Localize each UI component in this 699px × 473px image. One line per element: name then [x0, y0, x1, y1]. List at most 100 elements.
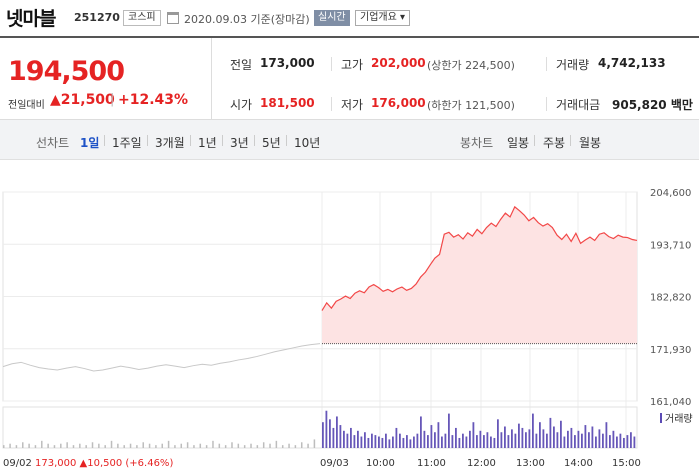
volume-bar	[378, 436, 380, 448]
volume-bar	[339, 425, 342, 448]
y-tick-label: 193,710	[650, 240, 691, 251]
volume-bar	[430, 425, 433, 448]
price-chart[interactable]: 204,600 193,710 182,820 171,930 161,040 09/0…	[0, 180, 699, 473]
volume-border	[2, 406, 638, 449]
volume-bar	[423, 430, 426, 448]
tab-1y[interactable]: 1년	[198, 136, 217, 150]
volume-bar	[448, 413, 450, 448]
divider	[546, 97, 547, 111]
volume-bar	[329, 419, 331, 448]
volume-bar	[136, 445, 138, 448]
volume-bar	[507, 435, 510, 448]
volume-bar	[307, 443, 309, 448]
volume-bar	[609, 435, 611, 448]
volume-bar	[294, 445, 297, 448]
tab-3y[interactable]: 3년	[230, 136, 249, 150]
volume-bar	[493, 437, 496, 448]
low-value: 176,000	[371, 96, 426, 110]
tab-5y[interactable]: 5년	[262, 136, 281, 150]
volume-bar	[402, 437, 405, 448]
today-series	[321, 205, 638, 345]
volume-bar	[574, 435, 576, 448]
today-line	[321, 205, 638, 311]
volume-bar	[98, 443, 100, 448]
volume-bar	[167, 440, 170, 448]
volume-bar	[525, 432, 527, 448]
volume-bar	[626, 435, 629, 448]
volume-bar	[186, 442, 189, 448]
volume-bar	[199, 443, 202, 448]
volume-bar	[281, 445, 284, 448]
volume-bar	[437, 422, 440, 448]
volume-bar	[161, 443, 163, 448]
volume-bar	[224, 445, 227, 448]
x-tick-label: 10:00	[366, 458, 395, 469]
volume-bar	[142, 442, 144, 448]
tab-10y[interactable]: 10년	[294, 136, 321, 150]
volume-bar	[528, 429, 531, 448]
volume-bar	[3, 445, 5, 448]
tab-1d[interactable]: 1일	[80, 136, 100, 150]
previous-day-series	[2, 343, 321, 372]
volume-bar	[193, 445, 195, 448]
volume-legend-swatch	[660, 413, 662, 423]
volume-bar	[357, 430, 359, 448]
volume-bar	[237, 443, 240, 448]
change-percent: +12.43%	[118, 92, 189, 108]
candle-chart-label: 봉차트	[460, 136, 494, 150]
tab-1w[interactable]: 1주일	[112, 136, 142, 150]
volume-bar	[269, 443, 271, 448]
divider	[190, 135, 191, 146]
volume-bar	[300, 442, 303, 448]
volume-bar	[472, 422, 475, 448]
realtime-button[interactable]: 실시간	[314, 10, 350, 26]
volume-bar	[511, 429, 513, 448]
tab-3m[interactable]: 3개월	[155, 136, 185, 150]
volume-bar	[392, 436, 394, 448]
volume-bar	[413, 436, 415, 448]
tab-monthly[interactable]: 월봉	[579, 136, 602, 150]
volume-bar	[591, 426, 594, 448]
volume-bar	[483, 435, 485, 448]
volume-bar	[623, 437, 625, 448]
volume-bar	[381, 437, 384, 448]
volume-bar	[129, 443, 132, 448]
volume-bar	[479, 430, 482, 448]
price-summary: 194,500 전일대비 ▲21,500 | +12.43% 전일 173,00…	[0, 36, 699, 120]
volume-bar	[385, 433, 387, 448]
volume-bar	[350, 427, 352, 448]
divider	[331, 97, 332, 111]
volume-bar	[539, 422, 541, 448]
volume-bar	[104, 445, 106, 448]
change-amount: ▲21,500	[50, 92, 115, 108]
volume-bar	[542, 429, 545, 448]
x-axis: 09/03 10:00 11:00 12:00 13:00 14:00 15:00	[320, 458, 641, 469]
volume-bar	[53, 445, 56, 448]
volume-bar	[584, 425, 587, 448]
volume-bar	[91, 442, 94, 448]
current-price: 194,500	[8, 56, 125, 87]
volume-legend: 거래량	[665, 413, 693, 425]
volume-bar	[500, 432, 503, 448]
volume-bar	[616, 436, 618, 448]
today-area	[322, 206, 637, 344]
volume-bar	[409, 439, 412, 448]
volume-bar	[288, 443, 290, 448]
volume-bar	[250, 443, 252, 448]
volume-panel	[3, 410, 636, 448]
volume-bar	[504, 426, 506, 448]
previous-day-line	[2, 343, 321, 372]
tab-weekly[interactable]: 주봉	[543, 136, 566, 150]
volume-value: 4,742,133	[598, 56, 666, 70]
low-label: 저가	[341, 98, 364, 112]
volume-bar	[205, 445, 208, 448]
company-info-button[interactable]: 기업개요 ▾	[355, 10, 410, 26]
volume-bar	[469, 430, 471, 448]
tab-daily[interactable]: 일봉	[507, 136, 530, 150]
previous-day-summary: 09/02 173,000 ▲10,500 (+6.46%)	[3, 458, 173, 469]
volume-bar	[399, 433, 401, 448]
x-tick-label: 15:00	[612, 458, 641, 469]
line-chart-label: 선차트	[36, 136, 70, 150]
divider	[331, 57, 332, 71]
volume-bar	[371, 433, 373, 448]
